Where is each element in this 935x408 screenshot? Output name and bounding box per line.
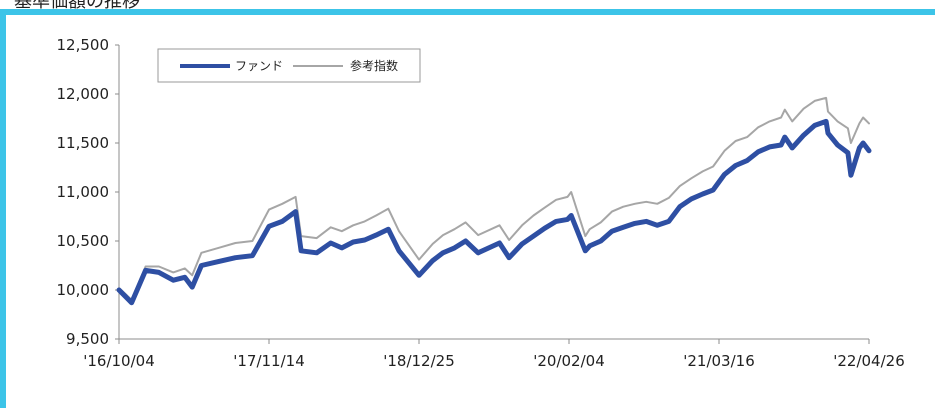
- x-tick-label: '18/12/25: [383, 352, 455, 370]
- x-tick-label: '20/02/04: [533, 352, 605, 370]
- left-accent-border: [0, 9, 6, 408]
- series-line-fund: [116, 118, 872, 306]
- y-tick-label: 10,000: [57, 281, 110, 299]
- y-tick-label: 12,500: [57, 36, 110, 54]
- chart-legend: ファンド 参考指数: [157, 48, 421, 83]
- x-tick-label: '16/10/04: [83, 352, 155, 370]
- y-tick-label: 12,000: [57, 85, 110, 103]
- legend-label-fund: ファンド: [235, 59, 283, 73]
- x-tick-label: '17/11/14: [233, 352, 305, 370]
- heading-strip: 基準価額の推移: [0, 0, 935, 9]
- legend-label-benchmark: 参考指数: [350, 58, 398, 73]
- y-tick-label: 11,000: [57, 183, 110, 201]
- page-title: 基準価額の推移: [14, 0, 140, 9]
- x-tick-label: '21/03/16: [683, 352, 755, 370]
- series-line-benchmark: [118, 96, 870, 301]
- x-tick-label: '22/04/26: [833, 352, 905, 370]
- y-tick-label: 11,500: [57, 134, 110, 152]
- y-tick-label: 9,500: [66, 330, 109, 348]
- y-tick-label: 10,500: [57, 232, 110, 250]
- top-accent-border: [0, 9, 935, 15]
- plot-area: 9,500 10,000 10,500 11,000 11,500 12,000 12,50…: [57, 36, 905, 370]
